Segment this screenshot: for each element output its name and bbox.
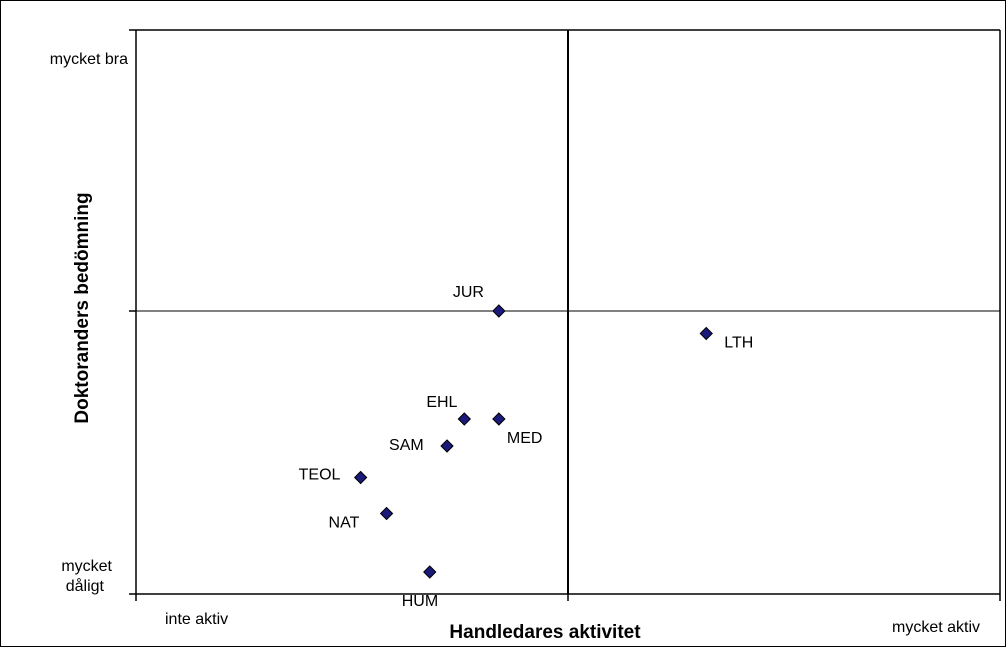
point-label-jur: JUR bbox=[453, 284, 484, 301]
point-label-hum: HUM bbox=[402, 593, 438, 610]
point-marker-ehl bbox=[457, 412, 472, 426]
y-tick-label-high: mycket bra bbox=[50, 51, 128, 68]
point-label-nat: NAT bbox=[329, 515, 360, 532]
x-axis-title: Handledares aktivitet bbox=[449, 622, 641, 643]
point-label-lth: LTH bbox=[724, 335, 753, 352]
point-label-teol: TEOL bbox=[299, 467, 341, 484]
point-marker-hum bbox=[423, 565, 437, 579]
point-label-ehl: EHL bbox=[426, 394, 457, 411]
point-marker-nat bbox=[379, 506, 394, 521]
y-tick-label-low-line1: mycket bbox=[61, 558, 112, 575]
point-marker-teol bbox=[353, 470, 368, 485]
point-label-med: MED bbox=[507, 430, 543, 447]
points-layer: JUR LTH EHL MED SAM TEOL NAT HUM bbox=[299, 284, 754, 610]
x-tick-label-high: mycket aktiv bbox=[892, 619, 980, 636]
point-marker-med bbox=[492, 412, 506, 426]
point-label-sam: SAM bbox=[389, 437, 424, 454]
y-tick-label-low-line2: dåligt bbox=[66, 577, 105, 595]
y-axis-title: Doktoranders bedömning bbox=[72, 192, 93, 423]
point-marker-sam bbox=[440, 439, 454, 453]
point-marker-lth bbox=[699, 326, 713, 341]
point-marker-jur bbox=[492, 304, 506, 318]
x-tick-label-low: inte aktiv bbox=[165, 611, 228, 628]
